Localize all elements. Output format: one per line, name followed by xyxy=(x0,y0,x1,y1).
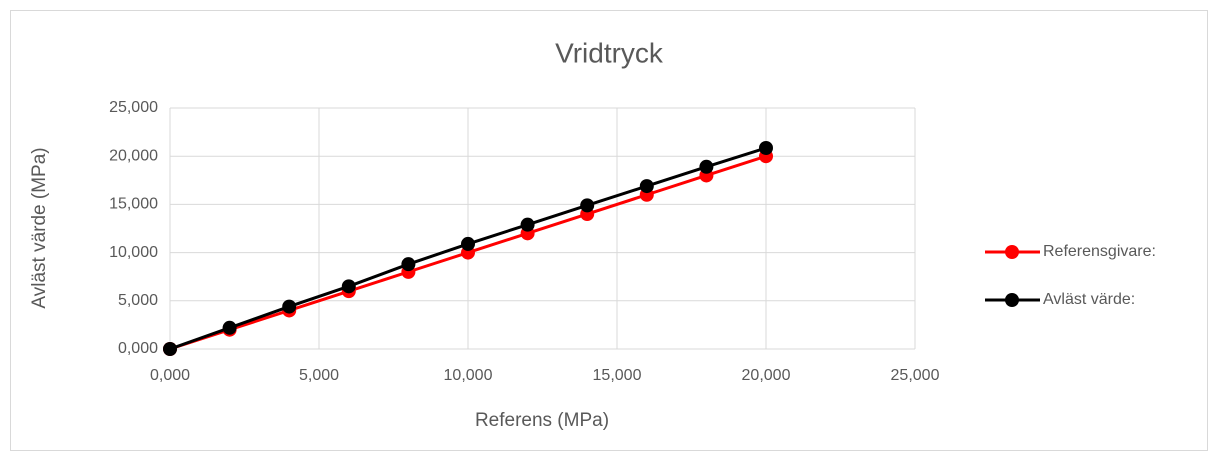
legend-marker xyxy=(1005,293,1019,307)
y-tick-label: 10,000 xyxy=(109,244,158,261)
data-point xyxy=(163,342,177,356)
x-tick-label: 5,000 xyxy=(299,367,339,384)
y-tick-label: 5,000 xyxy=(118,292,158,309)
x-tick-label: 20,000 xyxy=(742,367,791,384)
legend-label: Avläst värde: xyxy=(1043,291,1135,308)
chart-frame xyxy=(10,10,1208,451)
x-tick-label: 25,000 xyxy=(891,367,940,384)
data-point xyxy=(341,279,356,294)
x-tick-label: 0,000 xyxy=(150,367,190,384)
y-tick-label: 15,000 xyxy=(109,196,158,213)
y-axis-label: Avläst värde (MPa) xyxy=(29,147,50,308)
data-point xyxy=(759,141,773,156)
x-tick-label: 15,000 xyxy=(593,367,642,384)
data-point xyxy=(461,236,475,251)
x-axis-label: Referens (MPa) xyxy=(475,410,609,431)
x-tick-label: 10,000 xyxy=(444,367,493,384)
data-point xyxy=(699,159,714,174)
y-tick-label: 20,000 xyxy=(109,147,158,164)
legend-label: Referensgivare: xyxy=(1043,243,1156,260)
data-point xyxy=(222,320,237,335)
y-tick-label: 0,000 xyxy=(118,340,158,357)
chart-title: Vridtryck xyxy=(555,37,664,68)
y-tick-label: 25,000 xyxy=(109,99,158,116)
data-point xyxy=(580,198,595,213)
data-point xyxy=(282,299,297,314)
data-point xyxy=(520,217,535,232)
data-point xyxy=(401,257,416,272)
data-point xyxy=(639,179,654,194)
legend-marker xyxy=(1005,245,1019,259)
